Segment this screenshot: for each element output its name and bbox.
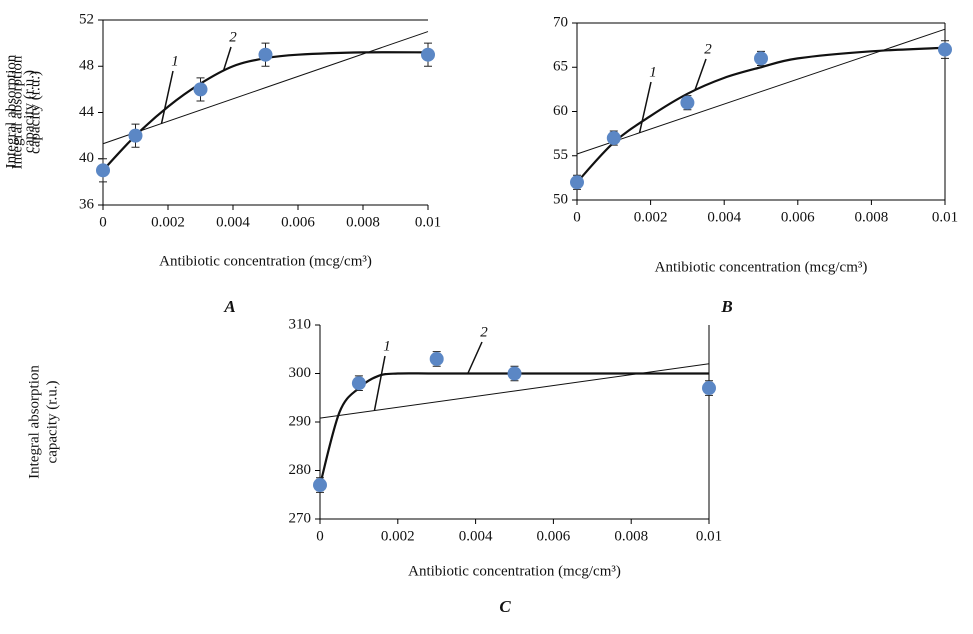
y-axis-title: Integral absorption capacity (r.u.) bbox=[9, 55, 43, 169]
fit-curve bbox=[318, 372, 709, 486]
fit-line bbox=[576, 28, 946, 155]
y-tick-label: 60 bbox=[553, 103, 568, 119]
data-point bbox=[96, 163, 110, 178]
y-tick-label: 65 bbox=[553, 59, 568, 75]
y-axis-title-line: Integral absorption bbox=[9, 55, 25, 169]
fit-line bbox=[319, 363, 710, 419]
line-label: 2 bbox=[704, 41, 712, 57]
data-point bbox=[429, 351, 444, 366]
line-label: 1 bbox=[171, 53, 179, 69]
y-tick-label: 40 bbox=[79, 150, 94, 166]
data-point bbox=[606, 131, 621, 146]
x-tick-label: 0.004 bbox=[459, 528, 493, 544]
x-tick-label: 0 bbox=[316, 528, 324, 544]
leader-line bbox=[467, 341, 483, 374]
fit-curve bbox=[576, 46, 946, 184]
y-axis-title-line: capacity (r.u.) bbox=[44, 381, 60, 464]
data-point bbox=[680, 95, 695, 110]
leader-line bbox=[222, 46, 232, 72]
y-tick-label: 44 bbox=[79, 104, 95, 120]
y-tick-label: 280 bbox=[289, 462, 312, 478]
data-point bbox=[702, 381, 716, 396]
data-point bbox=[128, 128, 143, 143]
data-point bbox=[754, 51, 768, 66]
y-axis-title-line: capacity (r.u.) bbox=[21, 70, 37, 153]
x-tick-label: 0.008 bbox=[855, 209, 889, 225]
data-point bbox=[421, 47, 435, 62]
y-tick-label: 48 bbox=[79, 58, 94, 74]
y-tick-label: 290 bbox=[289, 413, 312, 429]
x-axis-title: Antibiotic concentration (mcg/cm³) bbox=[159, 253, 372, 269]
data-point bbox=[313, 478, 327, 493]
y-tick-label: 36 bbox=[79, 196, 95, 212]
data-point bbox=[351, 376, 366, 391]
x-tick-label: 0.006 bbox=[781, 209, 815, 225]
panel-label: A bbox=[223, 297, 235, 316]
data-point bbox=[570, 175, 584, 190]
leader-line bbox=[694, 58, 707, 91]
panel-label: C bbox=[499, 597, 511, 616]
data-point bbox=[938, 42, 952, 57]
panel-label: B bbox=[720, 297, 732, 316]
y-tick-label: 70 bbox=[553, 14, 568, 30]
x-tick-label: 0.008 bbox=[346, 214, 380, 230]
x-tick-label: 0.004 bbox=[707, 209, 741, 225]
x-axis-title: Antibiotic concentration (mcg/cm³) bbox=[655, 259, 868, 275]
leader-line bbox=[373, 355, 386, 411]
data-point bbox=[193, 82, 208, 97]
x-tick-label: 0.01 bbox=[415, 214, 441, 230]
y-axis-title: Integral absorption capacity (r.u.) bbox=[26, 365, 60, 479]
fit-curve bbox=[102, 51, 429, 172]
x-tick-label: 0.008 bbox=[614, 528, 648, 544]
x-tick-label: 0.002 bbox=[634, 209, 668, 225]
y-tick-label: 50 bbox=[553, 191, 568, 207]
y-tick-label: 55 bbox=[553, 147, 568, 163]
y-axis-title-line: capacity (r.u.) bbox=[27, 71, 43, 154]
x-tick-label: 0.004 bbox=[216, 214, 250, 230]
y-tick-label: 300 bbox=[289, 365, 312, 381]
y-axis-title: Integral absorption capacity (r.u.) bbox=[3, 54, 37, 168]
leader-line bbox=[160, 70, 174, 124]
data-point bbox=[507, 366, 522, 381]
x-tick-label: 0.006 bbox=[281, 214, 315, 230]
line-label: 1 bbox=[383, 338, 391, 354]
x-tick-label: 0 bbox=[573, 209, 581, 225]
y-tick-label: 52 bbox=[79, 11, 94, 27]
x-tick-label: 0.002 bbox=[381, 528, 415, 544]
line-label: 1 bbox=[649, 64, 657, 80]
leader-line bbox=[638, 81, 652, 133]
data-point bbox=[258, 47, 273, 62]
y-tick-label: 310 bbox=[289, 316, 312, 332]
x-tick-label: 0.002 bbox=[151, 214, 185, 230]
y-axis-title-line: Integral absorption bbox=[26, 365, 42, 479]
line-label: 2 bbox=[229, 29, 237, 45]
y-tick-label: 270 bbox=[289, 510, 312, 526]
x-tick-label: 0.01 bbox=[696, 528, 722, 544]
y-axis-title-line: Integral absorption bbox=[3, 54, 19, 168]
x-tick-label: 0.006 bbox=[537, 528, 571, 544]
x-tick-label: 0 bbox=[99, 214, 107, 230]
line-label: 2 bbox=[480, 324, 488, 340]
x-axis-title: Antibiotic concentration (mcg/cm³) bbox=[408, 563, 621, 579]
x-tick-label: 0.01 bbox=[932, 209, 958, 225]
